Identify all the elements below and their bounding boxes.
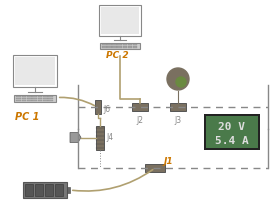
Bar	[204, 114, 260, 150]
Bar	[45, 184, 53, 196]
Bar	[16, 96, 21, 97]
Bar	[113, 46, 117, 47]
Bar	[108, 44, 112, 45]
Bar	[38, 98, 42, 99]
Bar	[43, 98, 48, 99]
Bar	[133, 47, 137, 48]
Text: 5.4 A: 5.4 A	[215, 136, 249, 146]
Bar	[123, 47, 127, 48]
Bar	[22, 96, 26, 97]
Bar	[206, 116, 258, 148]
Circle shape	[176, 77, 186, 87]
Bar	[48, 100, 53, 101]
Bar	[32, 98, 37, 99]
Bar	[101, 7, 139, 34]
Bar	[133, 46, 137, 47]
Bar	[102, 44, 107, 45]
Bar	[43, 96, 48, 97]
Text: PC 1: PC 1	[15, 112, 39, 121]
Bar	[16, 100, 21, 101]
Bar	[27, 100, 32, 101]
Bar	[108, 47, 112, 48]
Bar	[100, 43, 140, 49]
Bar	[67, 187, 70, 193]
Text: J2: J2	[137, 116, 143, 125]
Polygon shape	[70, 132, 81, 143]
Text: J1: J1	[163, 157, 173, 166]
Text: J6: J6	[103, 104, 110, 114]
Bar	[118, 47, 122, 48]
Bar	[128, 44, 132, 45]
Bar	[96, 126, 104, 149]
Bar	[55, 184, 63, 196]
Bar	[99, 5, 141, 36]
Text: J3: J3	[174, 116, 181, 125]
Bar	[145, 164, 165, 172]
Bar	[132, 103, 148, 111]
Circle shape	[167, 68, 189, 90]
Bar	[16, 98, 21, 99]
Bar	[22, 98, 26, 99]
Bar	[123, 46, 127, 47]
Bar	[27, 96, 32, 97]
Bar	[25, 184, 33, 196]
Bar	[123, 44, 127, 45]
Bar	[95, 100, 101, 114]
Bar	[15, 57, 55, 85]
Bar	[113, 47, 117, 48]
Bar	[13, 55, 57, 87]
Text: PC 2: PC 2	[106, 51, 129, 60]
Bar	[113, 44, 117, 45]
Bar	[102, 47, 107, 48]
Bar	[170, 103, 186, 111]
Bar	[22, 100, 26, 101]
Bar	[14, 95, 56, 101]
Bar	[27, 98, 32, 99]
Bar	[48, 98, 53, 99]
Text: J4: J4	[106, 133, 113, 142]
Bar	[133, 44, 137, 45]
Bar	[38, 96, 42, 97]
Bar	[43, 100, 48, 101]
Bar	[32, 96, 37, 97]
Bar	[118, 46, 122, 47]
Bar	[38, 100, 42, 101]
Bar	[32, 100, 37, 101]
Bar	[48, 96, 53, 97]
Bar	[128, 46, 132, 47]
Bar	[128, 47, 132, 48]
Bar	[35, 184, 43, 196]
Bar	[118, 44, 122, 45]
Bar	[108, 46, 112, 47]
Bar	[102, 46, 107, 47]
Text: 20 V: 20 V	[218, 122, 246, 132]
Bar	[23, 182, 67, 198]
